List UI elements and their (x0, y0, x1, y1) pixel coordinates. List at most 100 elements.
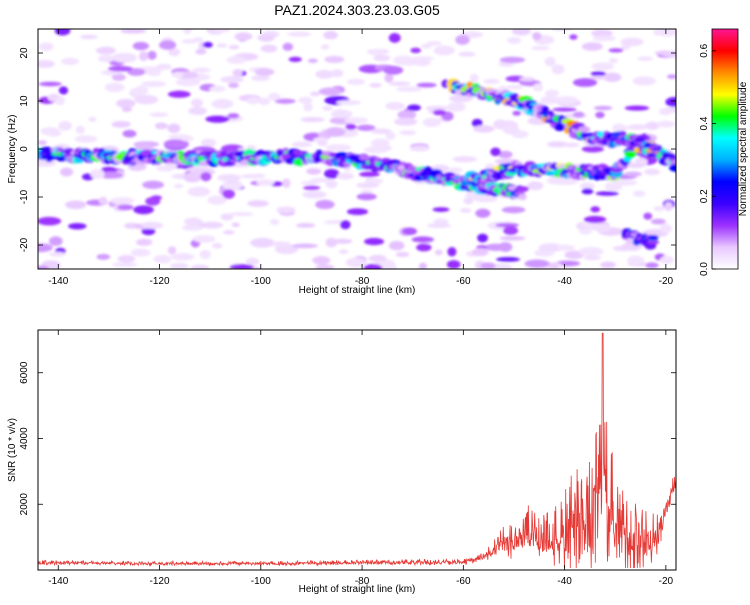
heatmap-cell (191, 264, 210, 269)
heatmap-cell (324, 55, 345, 64)
heatmap-cell (495, 256, 521, 262)
heatmap-cell (432, 207, 450, 212)
heatmap-cell (612, 179, 638, 186)
heatmap-cell (49, 251, 66, 257)
heatmap-cell (552, 107, 577, 112)
heatmap-cell (182, 29, 192, 35)
heatmap-cell (325, 237, 338, 248)
heatmap-cell (581, 42, 603, 51)
heatmap-cell (533, 83, 544, 92)
heatmap-cell (300, 181, 319, 186)
heatmap-cell (135, 143, 154, 151)
heatmap-cell (300, 117, 325, 123)
heatmap-cell (511, 29, 531, 36)
heatmap-cell (213, 29, 231, 33)
heatmap-cell (624, 171, 642, 177)
heatmap-cell (153, 254, 172, 264)
heatmap-cell (483, 78, 500, 84)
heatmap-cell (554, 96, 579, 105)
colorbar-ticks: 0.0 0.2 0.4 0.6 (699, 43, 716, 276)
heatmap-cell (490, 263, 513, 269)
heatmap-cell (251, 75, 271, 82)
heatmap-cell (656, 120, 675, 128)
heatmap-cell (411, 236, 435, 243)
heatmap-cell (317, 140, 328, 147)
heatmap-cell (257, 33, 275, 42)
heatmap-cell (269, 218, 280, 225)
heatmap-cell (471, 248, 489, 257)
colorbar-tick-label: 0.0 (699, 262, 710, 276)
heatmap-cell (396, 86, 423, 92)
heatmap-cell (254, 68, 275, 76)
heatmap-cell (555, 244, 576, 251)
heatmap-cell (666, 74, 676, 79)
heatmap-cell (169, 262, 189, 269)
heatmap-cell (583, 255, 602, 261)
heatmap-cell (107, 65, 133, 72)
heatmap-cell (359, 154, 369, 161)
heatmap-cell (246, 96, 260, 105)
heatmap-cell (502, 125, 520, 135)
heatmap-cell (324, 168, 340, 179)
heatmap-cell (298, 96, 313, 104)
heatmap-cell (475, 208, 491, 218)
heatmap-cell (540, 95, 560, 105)
heatmap-cell (593, 223, 611, 233)
heatmap-cell (503, 226, 519, 235)
heatmap-cell (634, 136, 646, 143)
x-tick-label: -140 (48, 276, 68, 287)
heatmap-cell (200, 171, 212, 182)
heatmap-cell (347, 78, 366, 85)
heatmap-cell (501, 206, 526, 214)
heatmap-cell (495, 222, 519, 228)
heatmap-cell (168, 48, 180, 57)
heatmap-cell (459, 208, 472, 213)
heatmap-cell (154, 122, 168, 130)
heatmap-cell (552, 179, 579, 186)
y-tick-label: 4000 (19, 427, 30, 450)
heatmap-cell (247, 200, 269, 207)
heatmap-cell (346, 208, 369, 216)
heatmap-cell (426, 41, 442, 46)
heatmap-cell (544, 89, 559, 98)
heatmap-cell (112, 262, 138, 267)
chart-title: PAZ1.2024.303.23.03.G05 (274, 2, 440, 18)
heatmap-cell (595, 111, 605, 119)
heatmap-cell (80, 34, 98, 40)
x-tick-label: -80 (355, 576, 370, 587)
heatmap-cell (256, 179, 275, 186)
heatmap-cell (506, 85, 524, 90)
x-tick-label: -100 (251, 576, 271, 587)
heatmap-cell (38, 243, 53, 253)
heatmap-cell (315, 264, 335, 269)
heatmap-cell (643, 212, 653, 220)
heatmap-cell (315, 199, 335, 210)
heatmap-cell (325, 144, 352, 152)
heatmap-cell (271, 241, 291, 247)
heatmap-x-ticks: -140 -120 -100 -80 -60 -40 -20 (48, 29, 674, 287)
heatmap-cell (315, 69, 334, 79)
heatmap-cell (449, 167, 463, 173)
y-tick-label: 0 (19, 146, 30, 152)
heatmap-cell (420, 43, 432, 49)
heatmap-cell (506, 37, 522, 44)
heatmap-cell (163, 139, 189, 150)
heatmap-cell (136, 238, 153, 246)
heatmap-cell (250, 237, 275, 248)
heatmap-cell (416, 243, 432, 252)
heatmap-cell (413, 59, 431, 67)
heatmap-cell (231, 222, 240, 228)
heatmap-cell (355, 182, 380, 189)
heatmap-cell (449, 94, 473, 103)
heatmap-cell (252, 173, 266, 179)
heatmap-cell (524, 259, 550, 268)
x-tick-label: -100 (251, 276, 271, 287)
heatmap-cell (647, 235, 659, 240)
heatmap-cell (344, 117, 369, 124)
heatmap-cell (325, 127, 346, 137)
heatmap-cell (268, 92, 281, 101)
heatmap-cell (340, 220, 351, 230)
heatmap-cell (369, 82, 382, 88)
heatmap-cell (409, 145, 430, 152)
heatmap-cell (74, 135, 98, 143)
